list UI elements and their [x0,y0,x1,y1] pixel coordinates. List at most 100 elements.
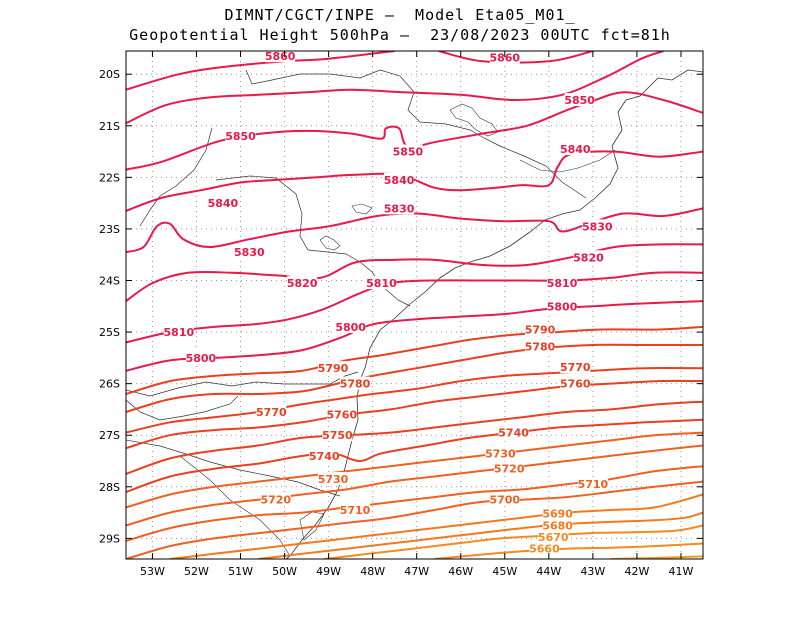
contour-label: 5800 [547,300,578,313]
contour-label: 5850 [393,146,424,159]
contour-5660 [434,542,703,559]
contour-label-bg [326,407,357,421]
contour-label-bg [560,360,591,374]
contour-label-bg [577,477,608,491]
contour-label-bg [525,322,556,336]
contour-label-bg [525,339,556,353]
contour-5800 [126,300,703,372]
contour-label-bg [494,461,525,475]
lon-tick-label: 43W [580,565,605,578]
contour-label: 5740 [309,450,340,463]
contour-label-bg [260,492,291,506]
lon-tick-label: 53W [140,565,165,578]
contour-label-bg [340,376,371,390]
contour-label: 5780 [340,378,371,391]
contour-label: 5750 [322,429,353,442]
contour-label: 5760 [327,409,358,422]
contour-label-bg [322,428,353,442]
contour-label: 5840 [384,174,415,187]
lon-tick-label: 51W [228,565,253,578]
border-pr-sc [126,371,359,397]
contour-5690 [169,493,703,559]
contour-label-bg [560,376,591,390]
contour-label-bg [384,201,415,215]
contour-label-bg [489,50,520,64]
contour-label-bg [207,196,238,210]
lon-tick-label: 49W [316,565,341,578]
lon-tick-label: 45W [492,565,517,578]
lon-tick-label: 50W [272,565,297,578]
contour-label-bg [318,361,349,375]
contour-5830 [126,207,703,254]
lon-tick-label: 42W [624,565,649,578]
contour-5750 [126,400,703,475]
contour-label: 5850 [564,94,595,107]
contour-label-bg [489,492,520,506]
contour-label-bg [392,144,423,158]
contour-label: 5810 [366,277,397,290]
contour-label-bg [384,172,415,186]
contour-label-bg [287,276,318,290]
contour-label-bg [498,425,529,439]
contour-label: 5810 [164,326,195,339]
contour-label: 5800 [335,321,366,334]
contour-label-bg [318,472,349,486]
contour-label-bg [185,350,216,364]
contour-label: 5680 [542,519,573,532]
contour-label-bg [564,92,595,106]
lat-tick-label: 23S [99,223,120,236]
contour-label: 5720 [260,494,291,507]
contour-5670 [324,524,703,559]
contour-label: 5690 [542,508,573,521]
contour-label: 5710 [578,478,609,491]
contour-label: 5660 [529,543,560,556]
contour-label: 5730 [318,473,349,486]
border-mg-sp [245,69,587,199]
contour-label: 5720 [494,463,525,476]
contour-label-bg [265,49,296,63]
contour-label: 5820 [287,277,318,290]
contour-label: 5810 [547,277,578,290]
contour-label: 5770 [256,406,287,419]
contour-5770 [126,366,703,434]
contour-5790 [126,325,703,395]
lat-tick-label: 27S [99,429,120,442]
contour-label-bg [256,405,287,419]
contour-label-bg [225,129,256,143]
contour-label-bg [573,250,604,264]
contour-label: 5830 [582,220,613,233]
contour-labels: 5860 5860 5850 5850 5850 5840 5840 5840 5830 5830… [164,49,613,556]
contour-label-bg [529,541,560,555]
contour-5760 [126,379,703,450]
contour-label: 5700 [489,494,520,507]
contour-label: 5830 [384,202,415,215]
contour-label-bg [538,529,569,543]
contour-label-bg [335,319,366,333]
border-argentina [126,395,239,421]
contour-5680 [257,511,703,559]
contour-label: 5850 [225,130,256,143]
contour-label-bg [234,245,265,259]
contour-5820 [126,243,703,302]
coastline [285,69,703,559]
lat-tick-label: 20S [99,68,120,81]
lon-tick-label: 44W [536,565,561,578]
contour-label: 5840 [560,143,591,156]
lat-tick-label: 24S [99,275,120,288]
contour-5730 [126,431,703,509]
contour-label: 5780 [525,341,556,354]
border-rs-interior [179,455,291,557]
contour-label-bg [485,446,516,460]
contour-5860 [126,51,395,91]
contour-label-bg [560,141,591,155]
contour-label-bg [309,448,340,462]
contour-label: 5830 [234,246,265,259]
contour-label: 5740 [498,427,529,440]
lat-tick-label: 21S [99,120,120,133]
lon-tick-label: 46W [448,565,473,578]
contour-label: 5860 [265,50,296,63]
contour-5700 [126,480,703,559]
contour-label: 5760 [560,378,591,391]
lon-tick-label: 47W [404,565,429,578]
